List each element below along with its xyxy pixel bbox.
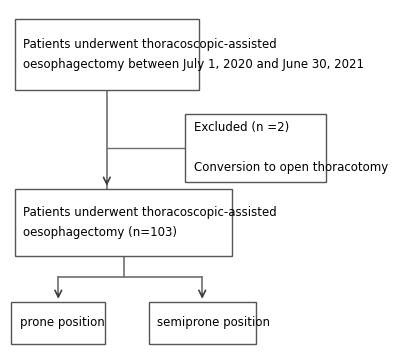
FancyBboxPatch shape [15, 19, 199, 90]
FancyBboxPatch shape [186, 114, 326, 182]
FancyBboxPatch shape [149, 302, 256, 344]
Text: Patients underwent thoracoscopic-assisted
oesophagectomy between July 1, 2020 an: Patients underwent thoracoscopic-assiste… [23, 38, 364, 71]
FancyBboxPatch shape [12, 302, 105, 344]
FancyBboxPatch shape [15, 189, 232, 256]
Text: Patients underwent thoracoscopic-assisted
oesophagectomy (n=103): Patients underwent thoracoscopic-assiste… [23, 206, 277, 239]
Text: Excluded (n =2)

Conversion to open thoracotomy: Excluded (n =2) Conversion to open thora… [194, 121, 388, 174]
Text: prone position: prone position [20, 316, 104, 329]
Text: semiprone position: semiprone position [157, 316, 270, 329]
